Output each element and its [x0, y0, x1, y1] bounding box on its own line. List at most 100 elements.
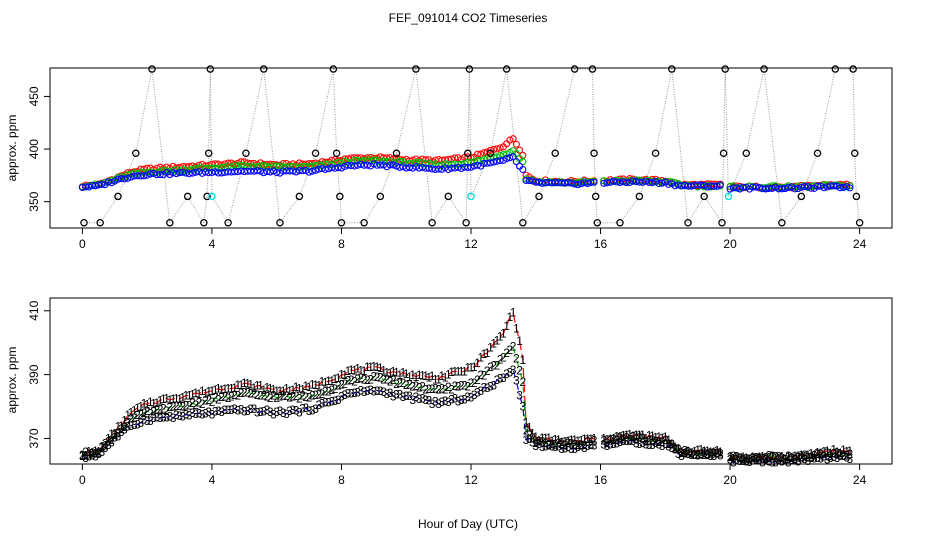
bottom-series-3-marker: 3: [95, 447, 102, 461]
bottom-series-3-marker: 3: [306, 404, 313, 418]
bottom-series-2-marker: 2: [630, 430, 637, 444]
bottom-series-2-marker: 2: [163, 404, 170, 418]
calibration-point: [242, 149, 250, 158]
bottom-series-1-marker: 1: [672, 440, 679, 454]
bottom-series-2-marker: 2: [811, 448, 818, 462]
calibration-point: [412, 65, 420, 73]
top-series-3-point: [778, 185, 786, 193]
calibration-point: [724, 192, 733, 201]
top-series-3-point: [473, 161, 482, 169]
bottom-series-1-marker: 1: [82, 448, 89, 462]
bottom-series-2-marker: 2: [704, 447, 711, 461]
bottom-series-1-marker: 1: [225, 382, 232, 396]
bottom-series-2-marker: 2: [714, 447, 721, 461]
top-series-2-point: [846, 182, 854, 190]
calibration-point: [684, 218, 692, 227]
bottom-series-1-marker: 1: [380, 363, 387, 377]
bottom-series-3-marker: 3: [652, 436, 659, 450]
bottom-series-3-marker: 3: [840, 449, 847, 463]
bottom-series-3-marker: 3: [694, 449, 701, 463]
bottom-series-1-marker: 1: [260, 383, 267, 397]
bottom-series-1-marker: 1: [837, 446, 844, 460]
bottom-series-3-marker: 3: [532, 439, 539, 453]
bottom-series-2-marker: 2: [131, 411, 138, 425]
top-series-3-point: [836, 184, 844, 192]
bottom-series-2-marker: 2: [367, 373, 374, 387]
calibration-connector: [315, 68, 334, 154]
bottom-series-2-marker: 2: [571, 437, 578, 451]
top-series-2-point: [483, 154, 491, 162]
bottom-series-2-marker: 2: [620, 432, 627, 446]
bottom-series-1-marker: 1: [704, 444, 711, 458]
top-series-3-point: [127, 173, 135, 181]
top-series-3-point: [292, 168, 300, 176]
bottom-series-2-marker: 2: [335, 379, 342, 393]
bottom-series-1-marker: 1: [163, 391, 170, 405]
bottom-series-1-marker: 1: [328, 374, 335, 388]
top-series-3-point: [405, 164, 414, 172]
bottom-series-1-marker: 1: [753, 451, 760, 465]
bottom-series-3-marker: 3: [228, 403, 235, 417]
top-series-3-point: [710, 182, 718, 190]
top-series-3-point: [752, 183, 760, 191]
bottom-series-3-marker: 3: [743, 454, 750, 468]
bottom-series-3-marker: 3: [199, 407, 206, 421]
bottom-series-3-marker: 3: [575, 440, 582, 454]
bottom-series-1-marker: 1: [503, 319, 510, 333]
top-x-tick-label: 8: [338, 237, 345, 251]
calibration-point: [295, 192, 304, 201]
bottom-series-3-marker: 3: [507, 366, 514, 380]
top-x-tick-label: 12: [464, 237, 478, 251]
bottom-series-2-marker: 2: [115, 426, 122, 440]
bottom-series-3-marker: 3: [309, 403, 316, 417]
bottom-series-2-marker: 2: [717, 446, 724, 460]
bottom-series-3-marker: 3: [740, 454, 747, 468]
bottom-series-2-marker: 2: [364, 373, 371, 387]
bottom-series-2-marker: 2: [665, 437, 672, 451]
bottom-series-1-marker: 1: [779, 450, 786, 464]
bottom-series-1-marker: 1: [150, 396, 157, 410]
bottom-series-1-marker: 1: [247, 377, 254, 391]
calibration-point: [204, 149, 213, 158]
bottom-series-2-marker: 2: [545, 438, 552, 452]
calibration-point: [519, 218, 527, 227]
calibration-point: [337, 218, 346, 227]
top-series-3-point: [687, 182, 695, 190]
bottom-series-2-marker: 2: [565, 436, 572, 450]
top-series-3-point: [341, 162, 349, 171]
bottom-series-2-marker: 2: [147, 406, 154, 420]
top-series-3-point: [797, 183, 805, 191]
bottom-series-3-marker: 3: [487, 380, 494, 394]
top-series-3-point: [632, 178, 640, 186]
bottom-series-2-marker: 2: [552, 438, 559, 452]
bottom-series-2-marker: 2: [403, 378, 410, 392]
bottom-series-2-marker: 2: [756, 451, 763, 465]
bottom-series-1-marker: 1: [681, 446, 688, 460]
bottom-series-3-marker: 3: [354, 385, 361, 399]
bottom-series-3-marker: 3: [141, 413, 148, 427]
bottom-series-3-marker: 3: [639, 436, 646, 450]
bottom-y-axis-label: approx. ppm: [5, 347, 19, 414]
bottom-series-1-marker: 1: [312, 378, 319, 392]
bottom-series-3-marker: 3: [788, 453, 795, 467]
top-series-3-point: [389, 161, 397, 169]
bottom-series-1-marker: 1: [804, 448, 811, 462]
calibration-point: [551, 149, 559, 158]
bottom-series-2-marker: 2: [688, 447, 695, 461]
bottom-series-3-marker: 3: [785, 456, 792, 470]
bottom-series-1-marker: 1: [160, 392, 167, 406]
bottom-series-3-marker: 3: [319, 397, 326, 411]
bottom-series-2-marker: 2: [581, 438, 588, 452]
bottom-series-3-marker: 3: [280, 406, 287, 420]
top-series-1-point: [509, 135, 517, 143]
bottom-series-1-marker: 1: [176, 392, 183, 406]
bottom-series-1-marker: 1: [717, 445, 724, 459]
calibration-point: [855, 218, 864, 227]
bottom-series-2-marker: 2: [481, 369, 488, 383]
top-series-3-point: [253, 167, 261, 175]
calibration-point: [502, 65, 511, 73]
top-plot-frame: [49, 67, 893, 229]
bottom-series-3-marker: 3: [293, 404, 300, 418]
bottom-series-3-marker: 3: [170, 411, 177, 425]
top-series-3-point: [830, 182, 838, 190]
